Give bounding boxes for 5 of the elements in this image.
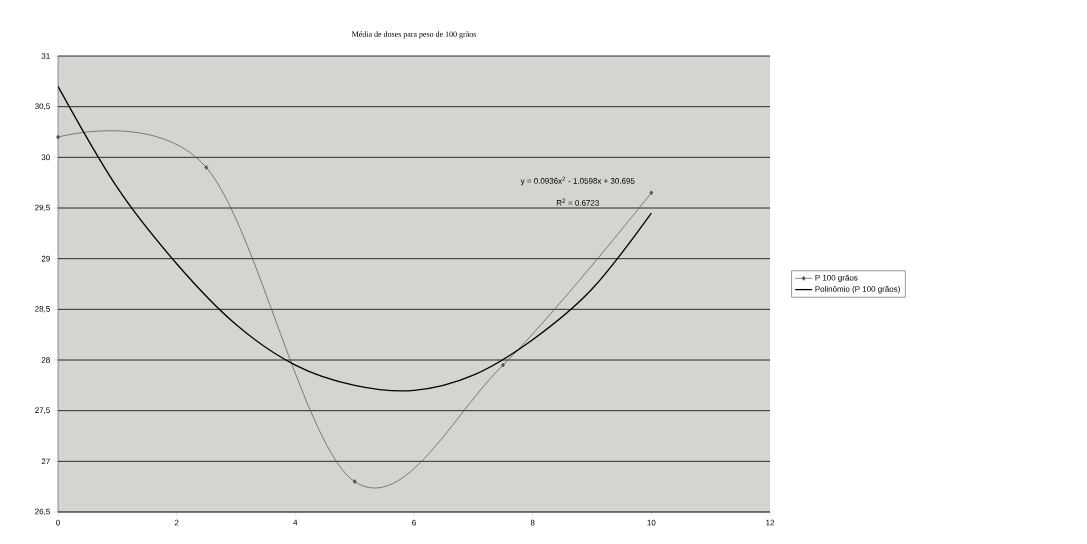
- point: [56, 134, 60, 140]
- point: [204, 165, 209, 170]
- point: [649, 190, 654, 196]
- point: [352, 479, 357, 484]
- point: [501, 362, 505, 368]
